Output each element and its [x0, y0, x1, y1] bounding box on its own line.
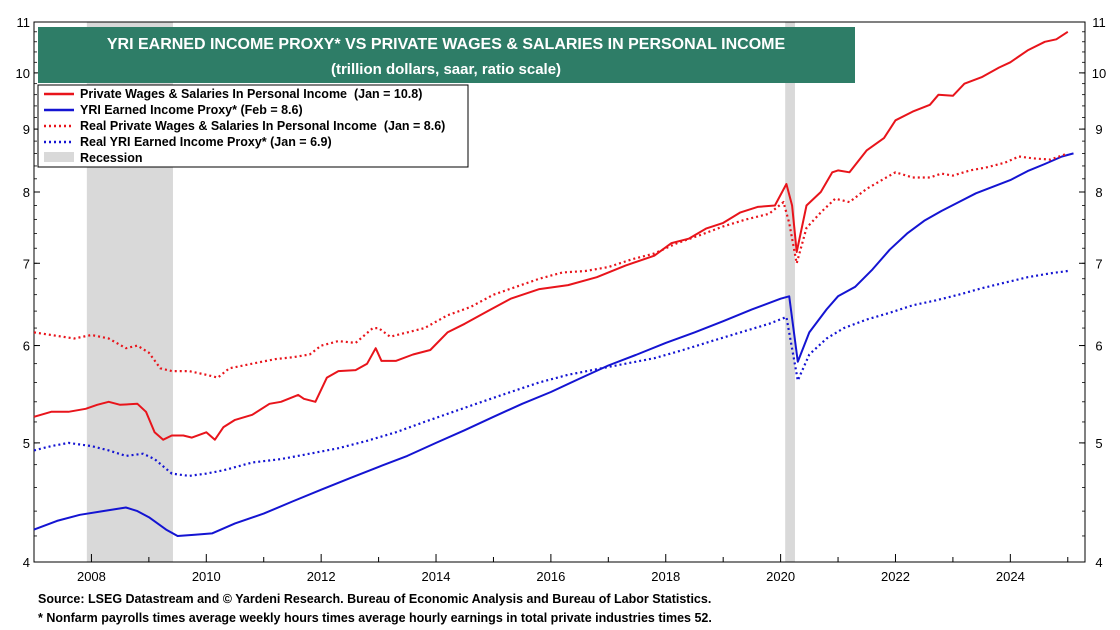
y-tick-label-left-9: 9	[23, 122, 30, 137]
series-line-real-yri-proxy	[33, 269, 1068, 477]
y-tick-label-right-7: 7	[1095, 256, 1102, 271]
source-note: Source: LSEG Datastream and © Yardeni Re…	[38, 592, 712, 606]
legend-swatch-recession	[44, 152, 74, 162]
x-tick-label-2016: 2016	[536, 569, 565, 584]
y-tick-label-right-9: 9	[1095, 122, 1102, 137]
x-tick-label-2014: 2014	[422, 569, 451, 584]
x-tick-label-2012: 2012	[307, 569, 336, 584]
legend-box	[37, 84, 469, 168]
y-tick-label-left-5: 5	[23, 436, 30, 451]
y-tick-label-left-8: 8	[23, 185, 30, 200]
chart-subtitle: (trillion dollars, saar, ratio scale)	[331, 61, 561, 78]
y-tick-label-right-8: 8	[1095, 185, 1102, 200]
title-box	[38, 27, 855, 83]
asterisk-note: * Nonfarm payrolls times average weekly …	[38, 611, 712, 625]
x-tick-label-2010: 2010	[192, 569, 221, 584]
legend-label-recession: Recession	[80, 151, 143, 165]
series-line-private-wages	[33, 30, 1069, 441]
legend-label-private-wages: Private Wages & Salaries In Personal Inc…	[80, 87, 422, 101]
y-tick-label-right-11: 11	[1092, 15, 1106, 30]
y-tick-label-left-7: 7	[23, 256, 30, 271]
y-tick-label-left-6: 6	[23, 339, 30, 354]
y-tick-label-right-5: 5	[1095, 436, 1102, 451]
x-tick-label-2022: 2022	[881, 569, 910, 584]
plot-frame	[33, 21, 1086, 563]
y-tick-label-right-6: 6	[1095, 339, 1102, 354]
series-line-real-private-wages	[33, 152, 1069, 379]
recession-band-1	[785, 22, 795, 562]
legend-label-real-private-wages: Real Private Wages & Salaries In Persona…	[80, 119, 445, 133]
axes-layer: 4 4 5 5 6 6 7 7 8 8 9 9 10 10 11 11 2008 2010 2012 2014 2016…	[16, 15, 1107, 584]
y-tick-label-right-10: 10	[1092, 66, 1106, 81]
series-layer	[33, 30, 1074, 537]
legend-label-yri-proxy: YRI Earned Income Proxy* (Feb = 8.6)	[80, 103, 303, 117]
legend: Private Wages & Salaries In Personal Inc…	[37, 84, 469, 168]
y-tick-label-left-4: 4	[23, 555, 30, 570]
x-tick-label-2018: 2018	[651, 569, 680, 584]
y-tick-label-left-11: 11	[17, 15, 31, 30]
y-tick-label-right-4: 4	[1095, 555, 1102, 570]
series-line-yri-proxy	[33, 152, 1074, 537]
chart-title: YRI EARNED INCOME PROXY* VS PRIVATE WAGE…	[107, 36, 786, 53]
x-tick-label-2020: 2020	[766, 569, 795, 584]
x-tick-label-2024: 2024	[996, 569, 1025, 584]
legend-label-real-yri-proxy: Real YRI Earned Income Proxy* (Jan = 6.9…	[80, 135, 332, 149]
y-tick-label-left-10: 10	[16, 66, 30, 81]
x-tick-label-2008: 2008	[77, 569, 106, 584]
